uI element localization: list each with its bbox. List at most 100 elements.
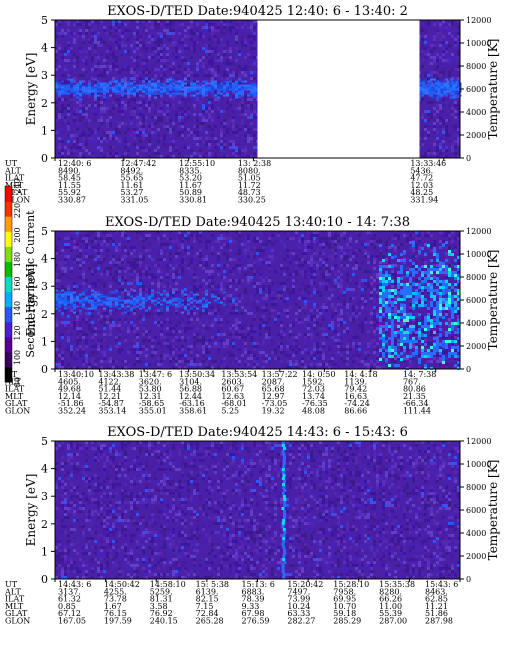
ephemeris-value: 63.33 (287, 609, 310, 618)
ephemeris-row-label: ALT (4, 166, 21, 175)
ephemeris-value: 51.86 (425, 609, 448, 618)
temperature-tick-label: 10000 (466, 460, 491, 469)
ephemeris-value: 8490. (58, 166, 81, 175)
ephemeris-value: 330.87 (58, 196, 86, 205)
colorbar-segment (5, 201, 12, 217)
ephemeris-value: 197.59 (104, 617, 132, 626)
energy-tick-label: 3 (41, 69, 48, 82)
ephemeris-value: 287.98 (425, 617, 453, 626)
ephemeris-row-label: ALT (4, 377, 21, 386)
ephemeris-row-label: ILAT (5, 595, 25, 604)
ephemeris-value: 11.21 (425, 602, 448, 611)
ephemeris-row-label: GLON (5, 407, 30, 416)
ephemeris-value: -74.24 (344, 399, 370, 408)
panel-3: EXOS-D/TED Date:940425 14:43: 6 - 15:43:… (4, 425, 500, 626)
ephemeris-value: 1.67 (104, 602, 122, 611)
ephemeris-value: 287.00 (379, 617, 407, 626)
energy-tick-label: 1 (41, 545, 48, 558)
colorbar-segment (5, 216, 12, 232)
panel-title: EXOS-D/TED Date:940425 12:40: 6 - 13:40:… (107, 4, 408, 19)
ephemeris-value: 767. (403, 377, 421, 386)
vertical-spike (281, 441, 287, 579)
ephemeris-value: 12:40: 6 (58, 159, 91, 168)
energy-axis-label: Energy [eV] (24, 474, 38, 547)
temperature-tick-label: 0 (466, 154, 471, 163)
ephemeris-value: 13:47: 6 (139, 370, 172, 379)
ephemeris-row-label: GLON (5, 617, 30, 626)
ephemeris-value: 3104. (179, 377, 202, 386)
energy-tick-label: 4 (41, 463, 48, 476)
ephemeris-value: 55.92 (58, 188, 81, 197)
ephemeris-value: 49.68 (58, 385, 81, 394)
colorbar-tick-label: 140 (13, 301, 22, 316)
ephemeris-value: 78.39 (242, 595, 265, 604)
panel-2: EXOS-D/TED Date:940425 13:40:10 - 14: 7:… (4, 178, 500, 415)
energy-tick-label: 2 (41, 308, 48, 321)
energy-tick-label: 5 (41, 435, 48, 448)
ephemeris-value: 12.14 (58, 392, 81, 401)
temperature-tick-label: 0 (466, 365, 471, 374)
ephemeris-row-label: MLT (5, 181, 24, 190)
ephemeris-value: -68.01 (221, 399, 247, 408)
ephemeris-value: 1592. (302, 377, 325, 386)
ephemeris-value: 14: 0:50 (302, 370, 335, 379)
ephemeris-value: 13:50:34 (179, 370, 215, 379)
energy-tick-label: 0 (41, 363, 48, 376)
ephemeris-value: 331.05 (120, 196, 148, 205)
ephemeris-value: 13.74 (302, 392, 325, 401)
colorbar-segment (5, 291, 12, 308)
ephemeris-value: 62.85 (425, 595, 448, 604)
ephemeris-value: 58.45 (58, 174, 81, 183)
ephemeris-value: 265.28 (196, 617, 224, 626)
data-gap (257, 20, 420, 158)
ephemeris-value: 355.01 (139, 407, 167, 416)
ephemeris-value: 82.15 (196, 595, 219, 604)
temperature-tick-label: 0 (466, 575, 471, 584)
ephemeris-value: 14: 4:18 (344, 370, 377, 379)
ephemeris-value: 12.97 (262, 392, 285, 401)
ephemeris-value: 330.25 (238, 196, 266, 205)
colorbar-label: Second Harmonic Current (24, 210, 37, 358)
ephemeris-value: -58.65 (139, 399, 165, 408)
ephemeris-value: 4605. (58, 377, 81, 386)
ephemeris-value: 14:43: 6 (58, 580, 91, 589)
colorbar-tick-label: 80 (13, 377, 22, 387)
ephemeris-value: 7958. (333, 587, 356, 596)
ephemeris-value: 73.78 (104, 595, 127, 604)
colorbar-tick-label: 240 (13, 178, 22, 193)
ephemeris-value: 21.35 (403, 392, 426, 401)
ephemeris-value: 79.42 (344, 385, 367, 394)
ephemeris-value: 8335. (179, 166, 202, 175)
panel-title: EXOS-D/TED Date:940425 14:43: 6 - 15:43:… (107, 425, 408, 440)
colorbar-segment (5, 231, 12, 247)
energy-tick-label: 2 (41, 97, 48, 110)
heated-ion-region (379, 241, 460, 370)
energy-axis-label: Energy [eV] (24, 264, 38, 337)
temperature-tick-label: 6000 (466, 296, 486, 305)
ephemeris-value: 48.25 (410, 188, 433, 197)
ephemeris-value: 5.25 (221, 407, 239, 416)
ephemeris-value: 2603. (221, 377, 244, 386)
ephemeris-row-label: GLAT (5, 188, 28, 197)
ephemeris-value: 285.29 (333, 617, 361, 626)
energy-tick-label: 0 (41, 573, 48, 586)
ephemeris-value: 13:40:10 (58, 370, 94, 379)
ephemeris-value: -73.05 (262, 399, 288, 408)
ephemeris-value: 13: 2:38 (238, 159, 271, 168)
ephemeris-value: 11.72 (238, 181, 261, 190)
ephemeris-row-label: MLT (5, 602, 24, 611)
energy-axis-label: Energy [eV] (24, 53, 38, 126)
colorbar-segment (5, 351, 12, 368)
ephemeris-value: 48.08 (302, 407, 325, 416)
ephemeris-value: 282.27 (287, 617, 315, 626)
temperature-axis-label: Temperature [K] (486, 250, 500, 351)
colorbar-segment (5, 246, 12, 262)
colorbar-tick-label: 100 (13, 350, 22, 365)
ephemeris-row-label: GLAT (5, 609, 28, 618)
ephemeris-value: 69.95 (333, 595, 356, 604)
ephemeris-value: 240.15 (150, 617, 178, 626)
ephemeris-value: 11.67 (179, 181, 202, 190)
ephemeris-value: 13:33:46 (410, 159, 446, 168)
ephemeris-value: 2087. (262, 377, 285, 386)
ephemeris-value: 15:43: 6 (425, 580, 458, 589)
